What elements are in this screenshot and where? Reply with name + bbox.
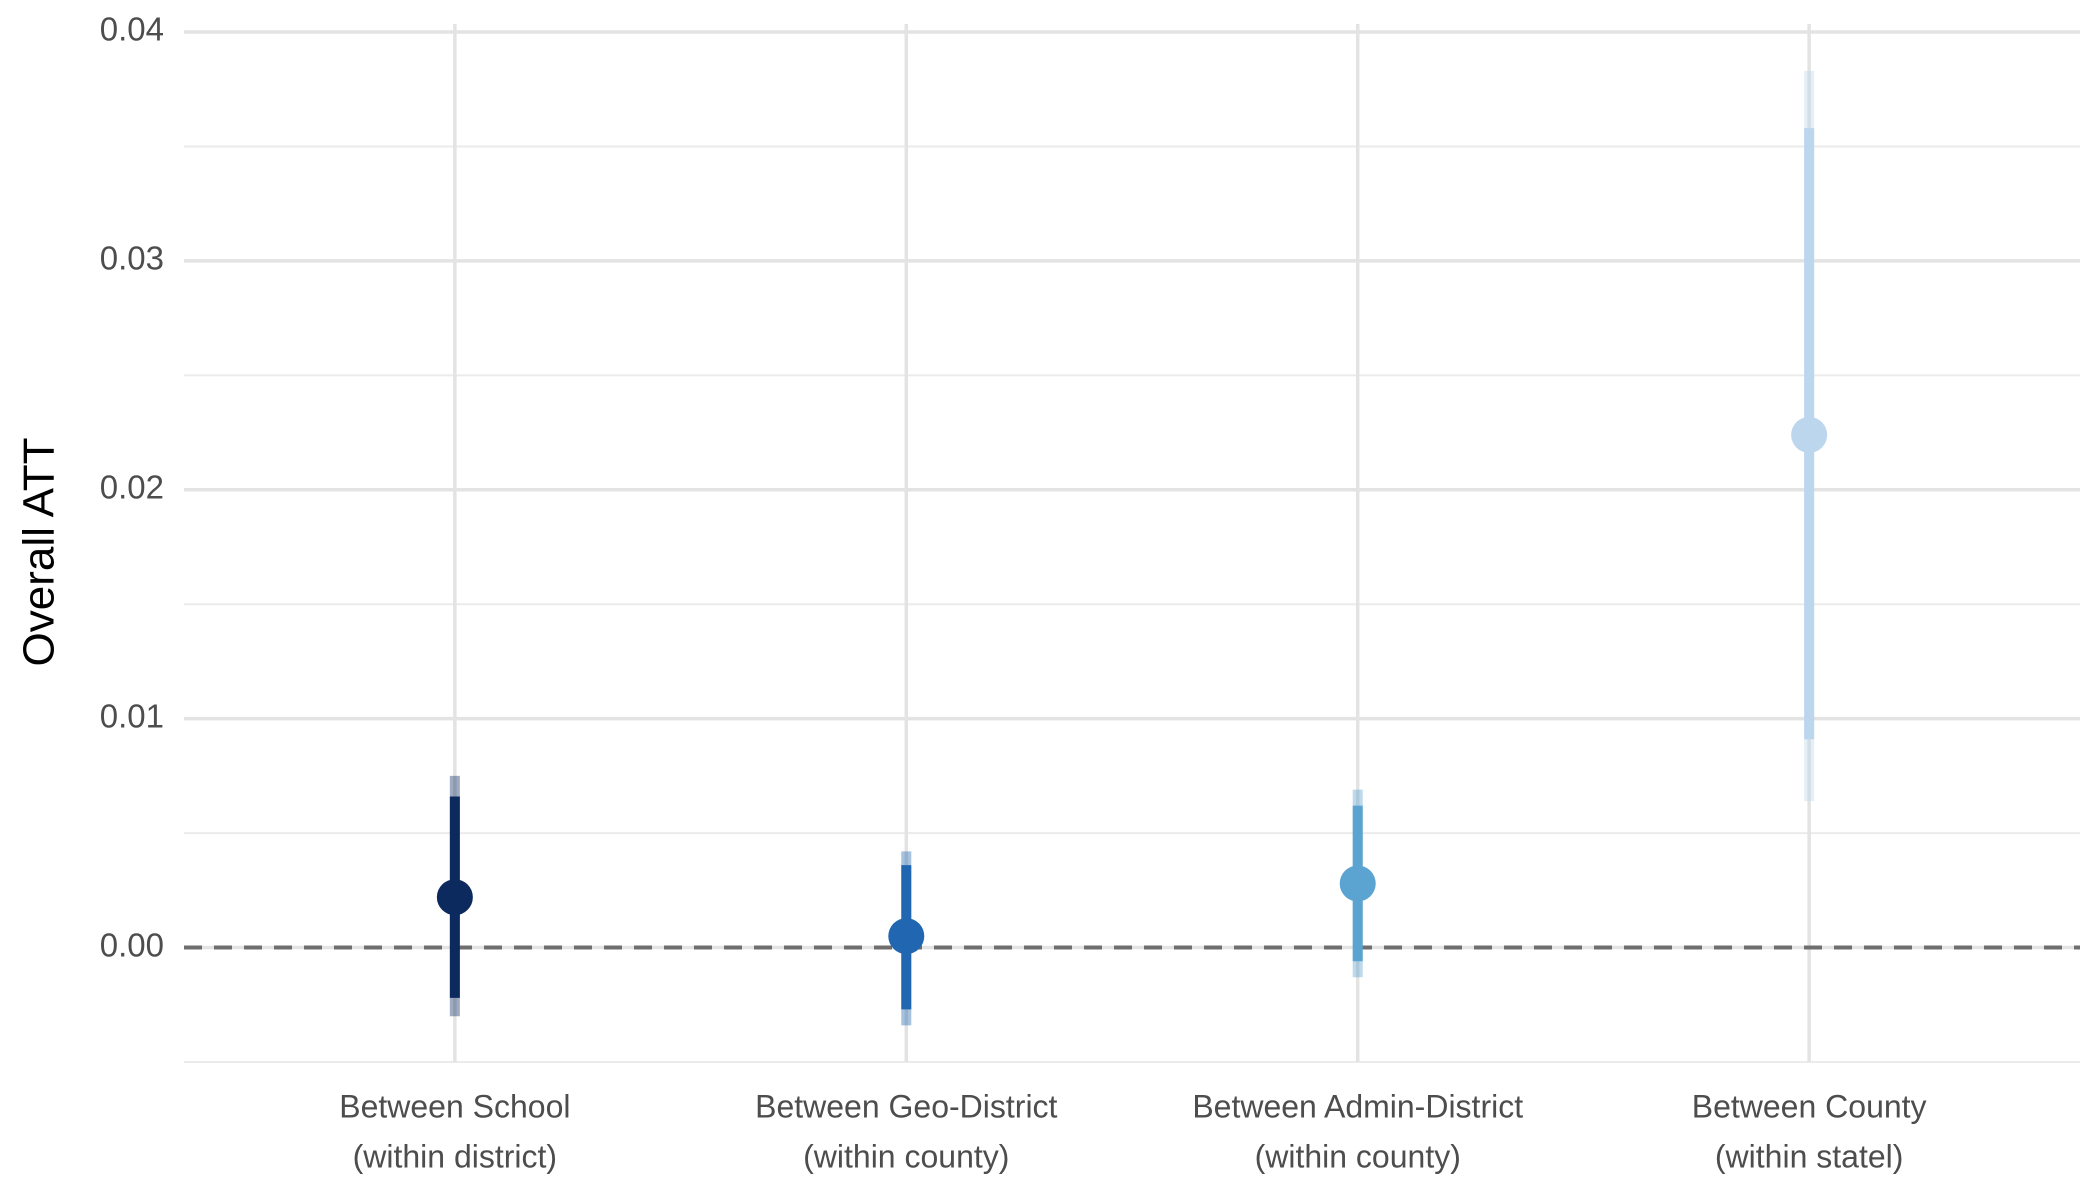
y-tick-label: 0.04 [100,11,164,48]
x-tick-label: Between County [1692,1088,1927,1124]
x-tick-label: Between Geo-District [755,1088,1057,1124]
point-estimate [888,918,925,955]
x-tick-label: (within county) [1255,1138,1461,1174]
y-tick-label: 0.01 [100,697,164,734]
x-tick-label: (within statel) [1715,1138,1904,1174]
x-tick-label: (within county) [803,1138,1009,1174]
point-estimate [436,879,473,916]
y-tick-label: 0.03 [100,240,164,277]
x-tick-label: (within district) [353,1138,557,1174]
y-tick-label: 0.02 [100,468,164,505]
y-tick-label: 0.00 [100,926,164,963]
point-estimate [1339,865,1376,902]
point-estimate [1791,416,1828,453]
x-tick-label: Between School [339,1088,570,1124]
y-axis-title: Overall ATT [15,437,64,666]
x-tick-label: Between Admin-District [1192,1088,1523,1124]
